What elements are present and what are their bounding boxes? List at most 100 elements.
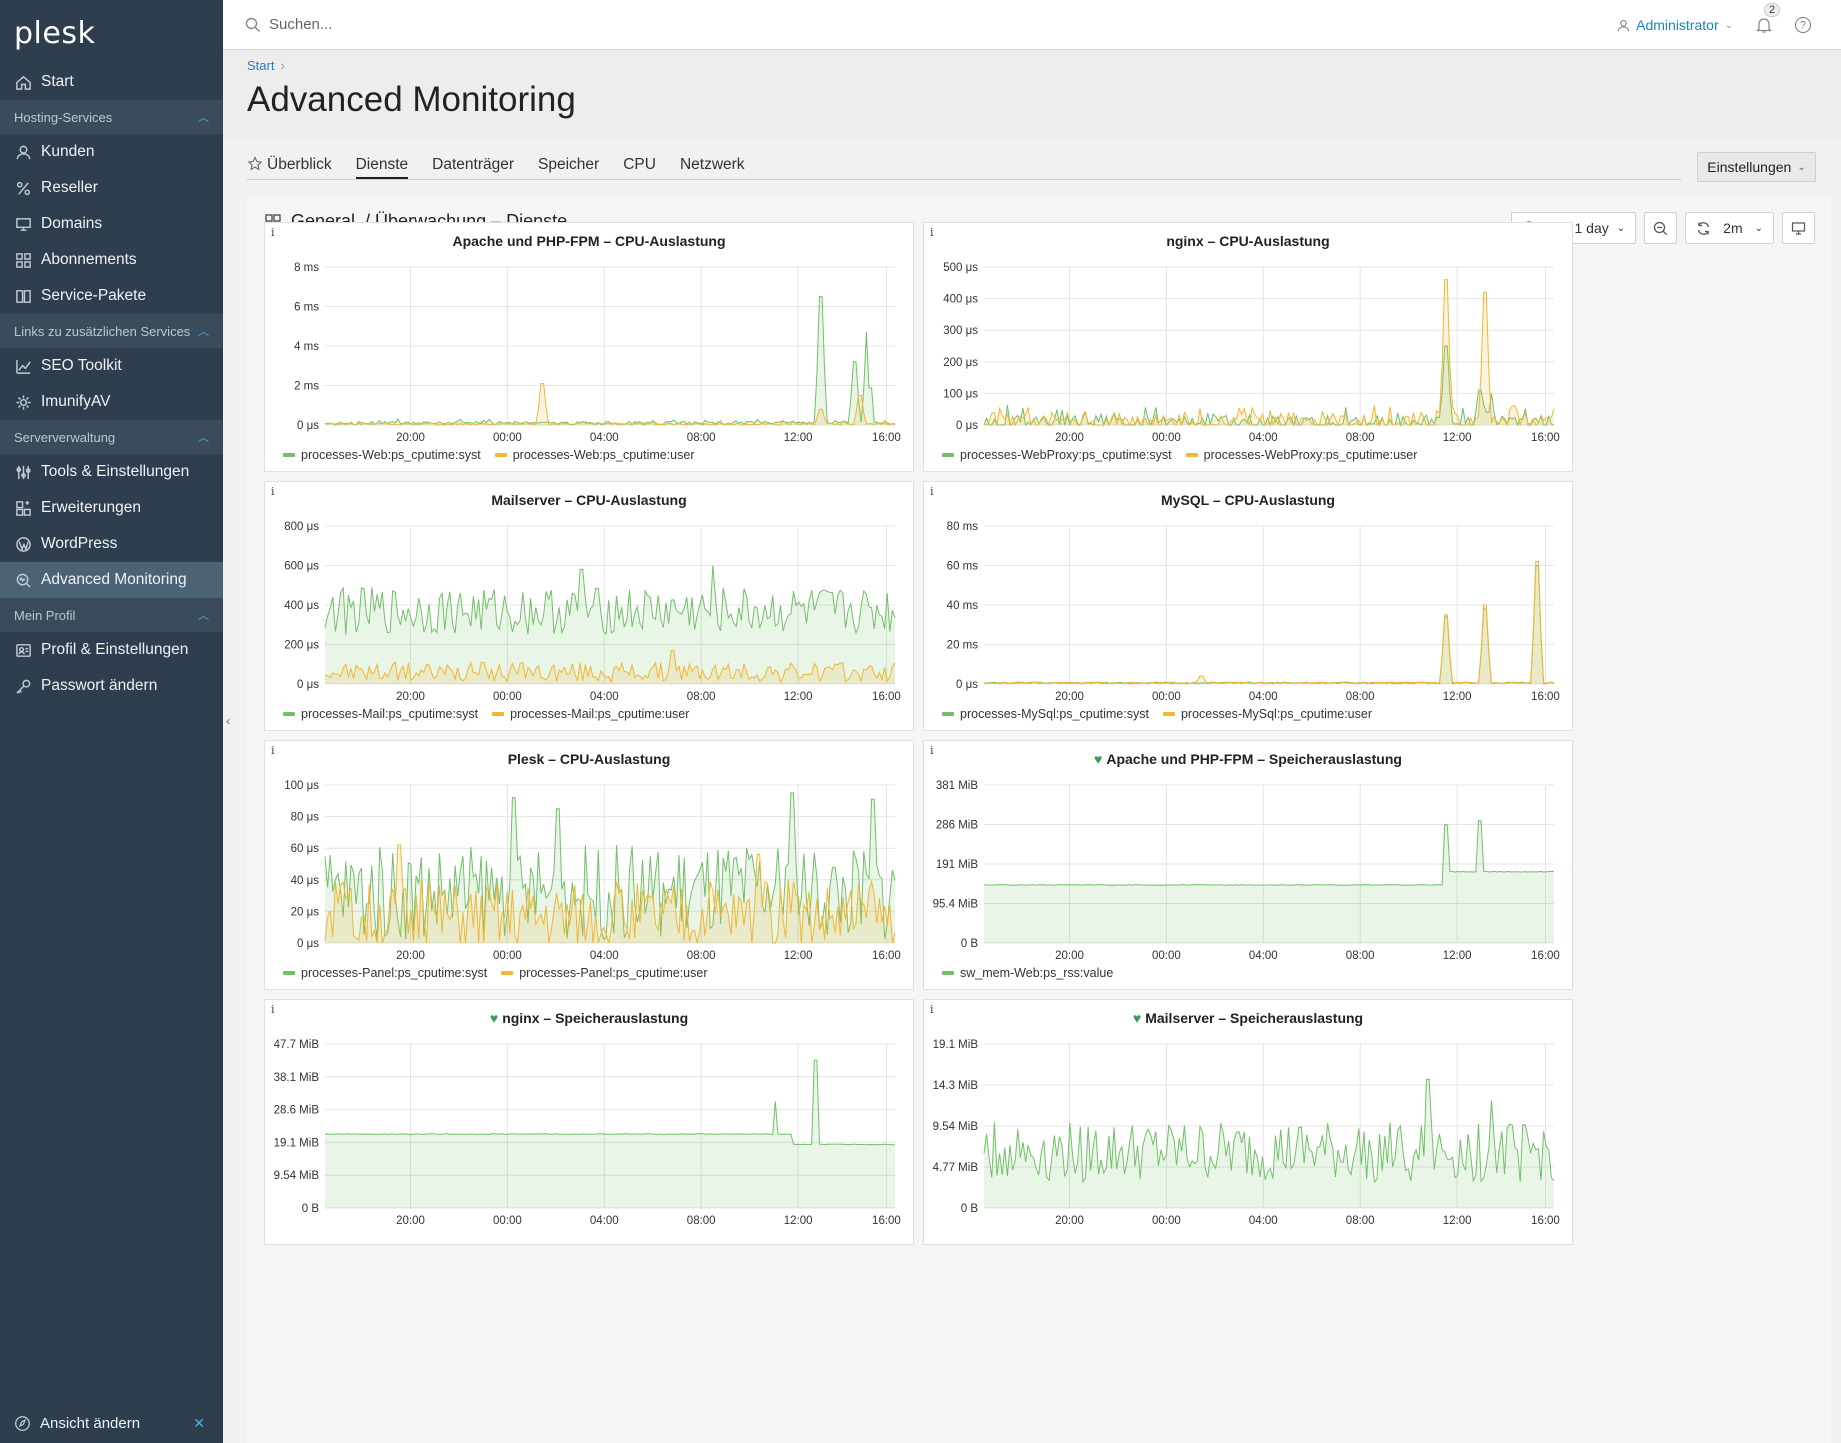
- search-input[interactable]: [269, 16, 669, 33]
- x-tick-label: 16:00: [1531, 950, 1560, 962]
- user-icon: [14, 143, 32, 161]
- legend-item[interactable]: processes-Mail:ps_cputime:user: [492, 707, 689, 721]
- chart-panel[interactable]: i nginx – CPU-Auslastung 0 μs 100 μs 200 μs 3…: [923, 222, 1573, 472]
- chart-title[interactable]: Plesk – CPU-Auslastung: [265, 751, 913, 767]
- chart-panel[interactable]: i ♥ Mailserver – Speicherauslastung 0 B 4.77…: [923, 999, 1573, 1245]
- notifications-button[interactable]: 2: [1755, 3, 1781, 34]
- legend-item[interactable]: processes-WebProxy:ps_cputime:syst: [942, 448, 1172, 462]
- heart-icon: ♥: [1132, 1010, 1142, 1026]
- sidebar-item-seo-toolkit[interactable]: SEO Toolkit: [0, 348, 223, 384]
- legend-item[interactable]: processes-WebProxy:ps_cputime:user: [1185, 448, 1417, 462]
- change-view-button[interactable]: Ansicht ändern ✕: [0, 1403, 223, 1443]
- y-tick-label: 0 B: [961, 1203, 979, 1215]
- info-icon[interactable]: i: [930, 1003, 934, 1016]
- chart-legend: processes-MySql:ps_cputime:syst processes…: [942, 707, 1372, 721]
- chart-plot[interactable]: 0 B 95.4 MiB 191 MiB 286 MiB 381 MiB 20:00 00:…: [924, 741, 1574, 991]
- chart-title[interactable]: ♥ nginx – Speicherauslastung: [265, 1010, 913, 1026]
- chart-title[interactable]: Apache und PHP-FPM – CPU-Auslastung: [265, 233, 913, 249]
- tab-services[interactable]: Dienste: [355, 150, 409, 179]
- help-icon[interactable]: ?: [1795, 17, 1811, 33]
- zoom-out-button[interactable]: [1644, 212, 1678, 244]
- chart-plot[interactable]: 0 B 9.54 MiB 19.1 MiB 28.6 MiB 38.1 MiB 47.7 …: [265, 1000, 915, 1246]
- tab-memory[interactable]: Speicher: [538, 156, 600, 173]
- chart-plot[interactable]: 0 B 4.77 MiB 9.54 MiB 14.3 MiB 19.1 MiB 20:00…: [924, 1000, 1574, 1246]
- info-icon[interactable]: i: [930, 485, 934, 498]
- legend-item[interactable]: sw_mem-Web:ps_rss:value: [942, 966, 1113, 980]
- chart-title[interactable]: Mailserver – CPU-Auslastung: [265, 492, 913, 508]
- legend-item[interactable]: processes-MySql:ps_cputime:user: [1162, 707, 1372, 721]
- y-tick-label: 60 ms: [947, 561, 979, 573]
- tab-overview[interactable]: Überblick: [247, 150, 332, 179]
- chart-title[interactable]: MySQL – CPU-Auslastung: [924, 492, 1572, 508]
- sidebar-section-label: Links zu zusätzlichen Services: [14, 323, 191, 339]
- user-menu[interactable]: Administrator ⌄: [1617, 17, 1733, 33]
- info-icon[interactable]: i: [930, 226, 934, 239]
- breadcrumb-start-link[interactable]: Start: [247, 58, 275, 73]
- sidebar-item-label: Abonnements: [41, 251, 137, 268]
- chart-title-text: Apache und PHP-FPM – CPU-Auslastung: [452, 233, 726, 249]
- y-tick-label: 0 μs: [956, 420, 978, 432]
- legend-item[interactable]: processes-Panel:ps_cputime:syst: [283, 966, 487, 980]
- chevron-down-icon: ⌄: [1724, 19, 1733, 31]
- sidebar-item-label: SEO Toolkit: [41, 357, 122, 374]
- sidebar-item-erweiterungen[interactable]: Erweiterungen: [0, 490, 223, 526]
- chart-plot[interactable]: 0 μs 100 μs 200 μs 300 μs 400 μs 500 μs 20:00 0…: [924, 223, 1574, 473]
- legend-item[interactable]: processes-Mail:ps_cputime:syst: [283, 707, 478, 721]
- sidebar-item-passwort-ändern[interactable]: Passwort ändern: [0, 668, 223, 704]
- chart-panel[interactable]: i Plesk – CPU-Auslastung 0 μs 20 μs 40 μs 60 …: [264, 740, 914, 990]
- legend-item[interactable]: processes-MySql:ps_cputime:syst: [942, 707, 1149, 721]
- tab-cpu[interactable]: CPU: [623, 156, 656, 173]
- sidebar-item-kunden[interactable]: Kunden: [0, 134, 223, 170]
- chart-legend: processes-Mail:ps_cputime:syst processes-…: [283, 707, 689, 721]
- sidebar-item-service-pakete[interactable]: Service-Pakete: [0, 278, 223, 314]
- chart-panel[interactable]: i ♥ Apache und PHP-FPM – Speicherauslastun…: [923, 740, 1573, 990]
- sidebar-item-reseller[interactable]: Reseller: [0, 170, 223, 206]
- sidebar-section-serververwaltung[interactable]: Serververwaltung ︿: [0, 420, 223, 454]
- collapse-sidebar-icon[interactable]: ‹: [226, 714, 230, 728]
- sidebar-item-label: Passwort ändern: [41, 677, 158, 694]
- legend-swatch: [501, 971, 514, 975]
- sidebar-item-abonnements[interactable]: Abonnements: [0, 242, 223, 278]
- sidebar-item-wordpress[interactable]: WordPress: [0, 526, 223, 562]
- info-icon[interactable]: i: [271, 485, 275, 498]
- tab-network[interactable]: Netzwerk: [679, 156, 745, 173]
- chart-panel[interactable]: i Apache und PHP-FPM – CPU-Auslastung 0 μs…: [264, 222, 914, 472]
- chart-plot[interactable]: 0 μs 20 μs 40 μs 60 μs 80 μs 100 μs 20:00 00:00…: [265, 741, 915, 991]
- x-tick-label: 00:00: [1152, 950, 1181, 962]
- legend-item[interactable]: processes-Web:ps_cputime:user: [494, 448, 695, 462]
- close-icon[interactable]: ✕: [193, 1414, 205, 1431]
- sidebar-section-links-zu-zusätzlichen-services[interactable]: Links zu zusätzlichen Services ︿: [0, 314, 223, 348]
- sidebar-item-tools-einstellungen[interactable]: Tools & Einstellungen: [0, 454, 223, 490]
- legend-item[interactable]: processes-Web:ps_cputime:syst: [283, 448, 481, 462]
- chart-plot[interactable]: 0 μs 2 ms 4 ms 6 ms 8 ms 20:00 00:00 04:00 08:00…: [265, 223, 915, 473]
- sidebar-item-label: Erweiterungen: [41, 499, 141, 516]
- y-tick-label: 0 B: [302, 1203, 320, 1215]
- chart-title[interactable]: ♥ Mailserver – Speicherauslastung: [924, 1010, 1572, 1026]
- refresh-picker[interactable]: 2m ⌄: [1685, 212, 1774, 244]
- tab-bar: Überblick Dienste Datenträger Speicher C…: [247, 150, 1681, 180]
- sidebar-item-advanced-monitoring[interactable]: Advanced Monitoring: [0, 562, 223, 598]
- chart-panel[interactable]: i MySQL – CPU-Auslastung 0 μs 20 ms 40 ms 60 …: [923, 481, 1573, 731]
- tab-disks[interactable]: Datenträger: [432, 156, 515, 173]
- plesk-logo[interactable]: plesk: [14, 16, 96, 51]
- info-icon[interactable]: i: [271, 744, 275, 757]
- settings-button[interactable]: Einstellungen ⌄: [1697, 152, 1816, 182]
- sidebar-section-hosting-services[interactable]: Hosting-Services ︿: [0, 100, 223, 134]
- sidebar-section-mein-profil[interactable]: Mein Profil ︿: [0, 598, 223, 632]
- chart-plot[interactable]: 0 μs 20 ms 40 ms 60 ms 80 ms 20:00 00:00 04:00 0…: [924, 482, 1574, 732]
- info-icon[interactable]: i: [271, 226, 275, 239]
- sidebar-item-start[interactable]: Start: [0, 64, 223, 100]
- sidebar-item-domains[interactable]: Domains: [0, 206, 223, 242]
- view-mode-button[interactable]: [1782, 212, 1815, 244]
- sidebar-item-imunifyav[interactable]: ImunifyAV: [0, 384, 223, 420]
- chart-title[interactable]: nginx – CPU-Auslastung: [924, 233, 1572, 249]
- info-icon[interactable]: i: [930, 744, 934, 757]
- chart-panel[interactable]: i Mailserver – CPU-Auslastung 0 μs 200 μs 40…: [264, 481, 914, 731]
- sidebar-item-profil-einstellungen[interactable]: Profil & Einstellungen: [0, 632, 223, 668]
- y-tick-label: 14.3 MiB: [933, 1080, 979, 1092]
- chart-title[interactable]: ♥ Apache und PHP-FPM – Speicherauslastung: [924, 751, 1572, 767]
- legend-item[interactable]: processes-Panel:ps_cputime:user: [501, 966, 708, 980]
- chart-plot[interactable]: 0 μs 200 μs 400 μs 600 μs 800 μs 20:00 00:00 04…: [265, 482, 915, 732]
- info-icon[interactable]: i: [271, 1003, 275, 1016]
- chart-panel[interactable]: i ♥ nginx – Speicherauslastung 0 B 9.54 MiB 1…: [264, 999, 914, 1245]
